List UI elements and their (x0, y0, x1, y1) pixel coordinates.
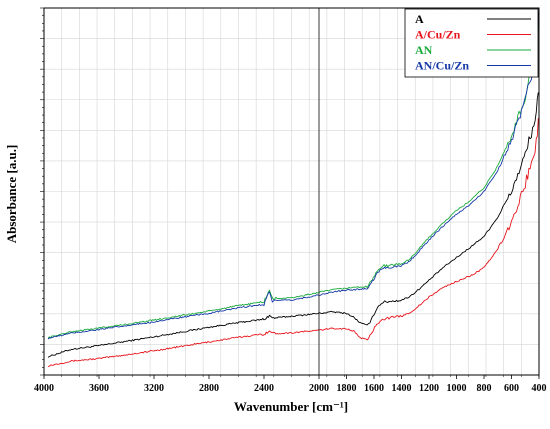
x-tick-label: 1800 (337, 383, 357, 394)
x-tick-label: 1400 (392, 383, 412, 394)
x-tick-label: 400 (532, 383, 547, 394)
series-line-a-cu-zn (47, 118, 539, 367)
x-tick-label: 2400 (254, 383, 274, 394)
legend-entry-label: AN (415, 43, 433, 57)
x-axis-ticks: 4000 3600 3200 2800 2400 2000 1800 1600 1400 1200… (34, 375, 547, 394)
x-tick-label: 2800 (199, 383, 219, 394)
series-line-a (47, 92, 539, 358)
y-axis-title: Absorbance [a.u.] (4, 145, 19, 244)
legend-entry-label: A/Cu/Zn (415, 28, 461, 42)
legend-entry-label: AN/Cu/Zn (415, 59, 469, 73)
plot-series (47, 11, 539, 367)
x-tick-label: 1200 (419, 383, 439, 394)
x-tick-label: 3200 (144, 383, 164, 394)
x-tick-label: 800 (477, 383, 492, 394)
x-tick-label: 1600 (364, 383, 384, 394)
x-tick-label: 4000 (34, 383, 54, 394)
x-tick-label: 1000 (447, 383, 467, 394)
legend-entry-label: A (415, 12, 424, 26)
series-line-an (47, 22, 539, 339)
x-tick-label: 600 (504, 383, 519, 394)
x-axis-title: Wavenumber [cm⁻¹] (234, 399, 348, 414)
series-line-an-cu-zn (47, 11, 539, 340)
x-tick-label: 3600 (89, 383, 109, 394)
x-tick-label: 2000 (309, 383, 329, 394)
y-minor-ticks (40, 7, 44, 376)
